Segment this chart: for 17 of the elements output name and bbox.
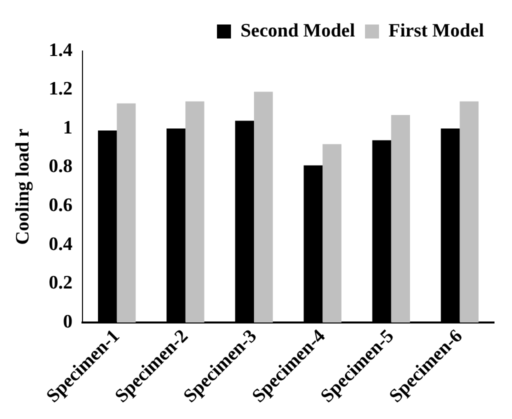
y-tick-label: 0.4 <box>48 234 74 255</box>
bar <box>391 114 410 322</box>
y-tick-label: 0.8 <box>48 156 73 178</box>
legend-label: First Model <box>388 20 484 42</box>
bar <box>460 101 479 322</box>
bar <box>322 144 342 322</box>
y-tick-label: 1.2 <box>48 78 73 100</box>
bar <box>185 101 204 322</box>
y-tick-label: 0.2 <box>48 272 73 294</box>
y-axis-title: Cooling load r <box>12 128 34 245</box>
y-tick-label: 1.4 <box>48 40 74 61</box>
bar <box>116 103 136 322</box>
bar <box>254 92 273 322</box>
y-tick-label: 0.6 <box>48 195 73 216</box>
legend-label: Second Model <box>240 20 355 42</box>
y-tick-label: 1 <box>63 117 73 138</box>
y-tick-label: 0 <box>63 311 73 332</box>
